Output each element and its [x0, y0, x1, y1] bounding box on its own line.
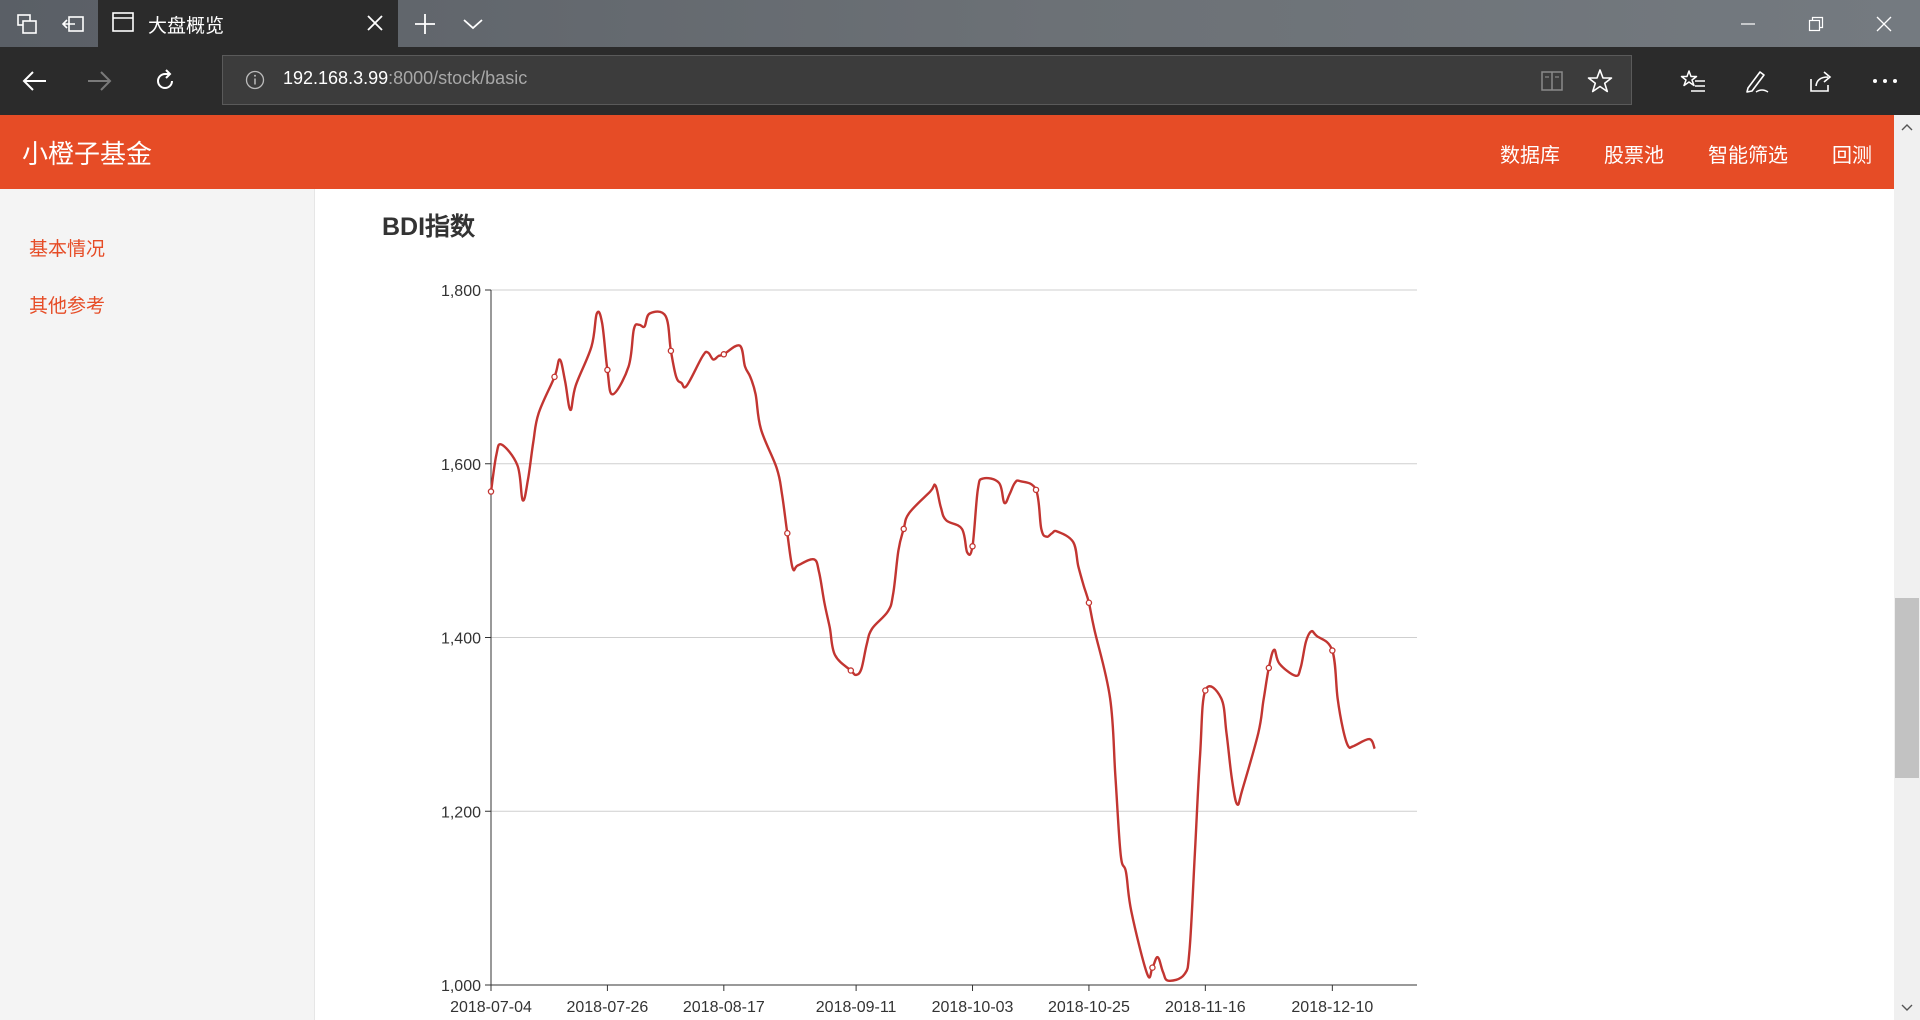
- data-point: [1032, 486, 1040, 494]
- url-text[interactable]: 192.168.3.99:8000/stock/basic: [283, 68, 527, 89]
- nav-item-backtest[interactable]: 回测: [1832, 143, 1872, 167]
- browser-toolbar: 192.168.3.99:8000/stock/basic: [0, 47, 1920, 115]
- data-point: [1329, 647, 1336, 654]
- data-point: [900, 525, 907, 533]
- x-tick-label: 2018-09-11: [816, 999, 897, 1016]
- vertical-scrollbar[interactable]: [1894, 115, 1920, 1020]
- chart-title: BDI指数: [382, 213, 476, 241]
- data-point: [551, 373, 558, 381]
- browser-titlebar: 大盘概览: [0, 0, 1920, 47]
- set-aside-tabs-icon[interactable]: [46, 0, 100, 47]
- close-icon[interactable]: [366, 14, 384, 32]
- nav-item-smart-screener[interactable]: 智能筛选: [1708, 143, 1788, 167]
- y-tick-label: 1,800: [441, 283, 481, 300]
- share-icon[interactable]: [1788, 47, 1854, 115]
- url-host: 192.168.3.99: [283, 68, 389, 88]
- star-icon[interactable]: [1587, 68, 1613, 94]
- sidebar: 基本情况 其他参考: [0, 189, 315, 1020]
- data-point: [667, 347, 675, 355]
- y-tick-label: 1,400: [441, 631, 481, 648]
- scroll-up-icon[interactable]: [1894, 115, 1920, 139]
- bdi-line-chart: 1,000 1,200 1,400 1,600 1,800 2018-07-04 2018-…: [441, 283, 1417, 1016]
- plus-icon[interactable]: [398, 0, 452, 47]
- info-icon[interactable]: [245, 70, 265, 90]
- minimize-icon[interactable]: [1714, 0, 1782, 47]
- data-point: [1265, 664, 1273, 672]
- x-tick-label: 2018-12-10: [1291, 999, 1373, 1016]
- axis-layer: [485, 289, 1417, 991]
- arrow-left-icon[interactable]: [2, 47, 68, 115]
- active-tab[interactable]: 大盘概览: [98, 0, 398, 47]
- main-content: BDI指数 1,000 1,200 1,400 1,600 1,800 2018-07-0…: [315, 189, 1894, 1020]
- data-point: [847, 667, 855, 674]
- data-point: [1085, 599, 1093, 606]
- tab-title: 大盘概览: [148, 15, 225, 37]
- restore-icon[interactable]: [1782, 0, 1850, 47]
- y-tick-label: 1,000: [441, 978, 481, 995]
- data-point: [720, 351, 728, 358]
- series-layer: [487, 310, 1376, 982]
- sidebar-item-basic-info[interactable]: 基本情况: [29, 238, 106, 260]
- x-tick-label: 2018-10-25: [1048, 999, 1130, 1016]
- top-nav: 数据库 股票池 智能筛选 回测: [1456, 139, 1872, 168]
- x-tick-label: 2018-11-16: [1165, 999, 1246, 1016]
- label-layer: 1,000 1,200 1,400 1,600 1,800 2018-07-04 2018-…: [441, 283, 1373, 1016]
- book-icon[interactable]: [1539, 68, 1565, 94]
- pen-icon[interactable]: [1724, 47, 1790, 115]
- scroll-down-icon[interactable]: [1894, 996, 1920, 1020]
- x-tick-label: 2018-10-03: [932, 999, 1014, 1016]
- bdi-series-line: [489, 310, 1376, 982]
- address-bar[interactable]: 192.168.3.99:8000/stock/basic: [222, 55, 1632, 105]
- scrollbar-thumb[interactable]: [1895, 598, 1919, 778]
- data-point: [969, 543, 976, 550]
- url-path: :8000/stock/basic: [388, 68, 528, 88]
- x-tick-label: 2018-07-26: [566, 999, 648, 1016]
- brand-logo-text[interactable]: 小橙子基金: [22, 140, 153, 170]
- y-tick-label: 1,600: [441, 457, 481, 474]
- window-close-icon[interactable]: [1850, 0, 1918, 47]
- sidebar-item-other-reference[interactable]: 其他参考: [29, 295, 106, 317]
- y-tick-label: 1,200: [441, 804, 481, 821]
- x-tick-label: 2018-07-04: [450, 999, 532, 1016]
- data-point: [487, 488, 495, 495]
- nav-item-database[interactable]: 数据库: [1500, 143, 1560, 167]
- data-point: [1202, 687, 1209, 694]
- x-tick-label: 2018-08-17: [683, 999, 765, 1016]
- arrow-right-icon[interactable]: [66, 47, 132, 115]
- page-icon: [112, 12, 134, 32]
- tab-manager-icon[interactable]: [0, 0, 54, 47]
- favorites-list-icon[interactable]: [1660, 47, 1726, 115]
- grid-layer: [491, 289, 1417, 986]
- app-header: 小橙子基金 数据库 股票池 智能筛选 回测: [0, 115, 1894, 189]
- nav-item-stock-pool[interactable]: 股票池: [1604, 143, 1664, 167]
- refresh-icon[interactable]: [132, 47, 198, 115]
- more-icon[interactable]: [1852, 47, 1918, 115]
- chevron-down-icon[interactable]: [446, 0, 500, 47]
- data-point: [1149, 964, 1156, 971]
- data-point: [604, 366, 611, 374]
- data-point: [784, 529, 791, 537]
